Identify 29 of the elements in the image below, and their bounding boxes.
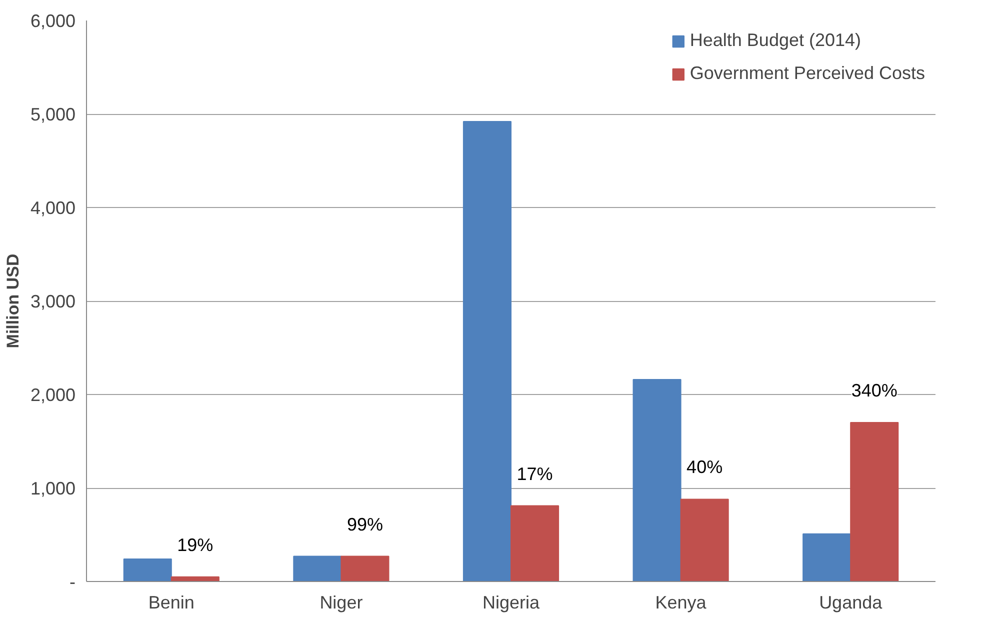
legend-label: Government Perceived Costs — [690, 63, 925, 84]
y-tick-label: 1,000 — [30, 478, 76, 498]
y-tick-label: 6,000 — [30, 11, 76, 31]
annotation: 340% — [851, 380, 898, 401]
bar — [462, 120, 512, 582]
x-tick-label: Kenya — [655, 592, 708, 612]
x-tick-label: Niger — [320, 592, 363, 612]
y-tick-label: 3,000 — [30, 292, 76, 312]
bar — [802, 533, 852, 582]
bar — [632, 379, 682, 582]
x-tick-label: Benin — [148, 592, 194, 612]
legend-label: Health Budget (2014) — [690, 30, 862, 51]
x-tick-label: Nigeria — [482, 592, 540, 612]
bar — [340, 556, 390, 582]
y-tick-label: - — [70, 572, 76, 592]
x-tick-label: Uganda — [819, 592, 884, 612]
bar — [293, 556, 342, 582]
y-axis-title: Million USD — [3, 254, 22, 348]
annotation: 40% — [686, 457, 723, 478]
y-tick-label: 5,000 — [30, 104, 76, 124]
annotation: 17% — [516, 464, 553, 484]
bar — [680, 498, 729, 582]
annotation: 19% — [177, 534, 214, 555]
bar — [510, 505, 560, 582]
y-tick-label: 4,000 — [30, 198, 76, 218]
y-tick-label: 2,000 — [30, 385, 76, 405]
bar — [123, 558, 172, 582]
annotation: 99% — [346, 514, 383, 534]
bar — [850, 422, 899, 582]
